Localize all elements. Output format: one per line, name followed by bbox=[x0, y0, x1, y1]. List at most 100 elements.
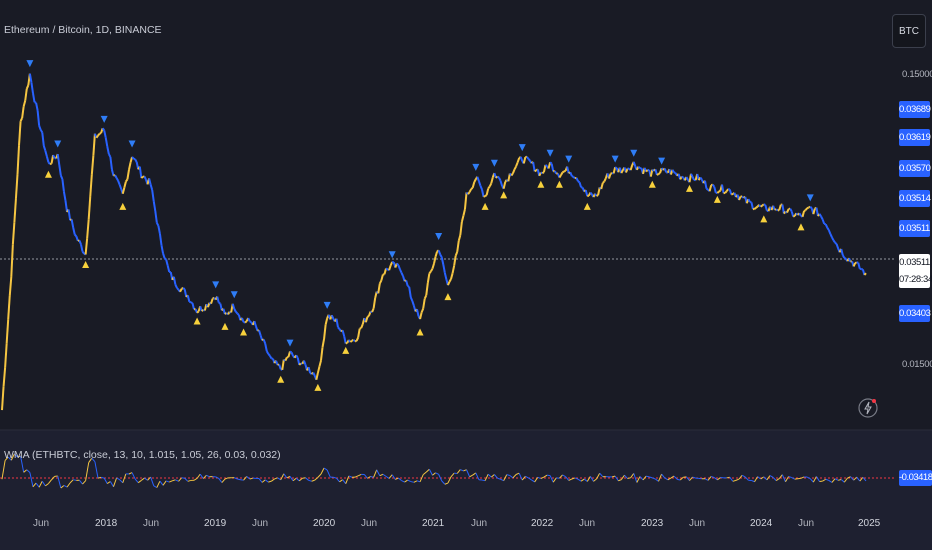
price-segment bbox=[42, 145, 47, 152]
price-segment bbox=[92, 133, 96, 156]
price-segment bbox=[235, 311, 239, 315]
indicator-segment bbox=[599, 472, 604, 478]
price-segment bbox=[741, 195, 745, 199]
indicator-segment bbox=[738, 474, 743, 480]
price-segment bbox=[459, 221, 463, 236]
price-segment bbox=[380, 274, 384, 281]
indicator-segment bbox=[534, 477, 539, 483]
price-segment bbox=[685, 176, 689, 181]
indicator-segment bbox=[246, 476, 251, 480]
price-segment bbox=[516, 157, 521, 163]
price-segment bbox=[772, 205, 776, 211]
price-segment bbox=[541, 171, 545, 174]
price-axis-label: 0.01500 bbox=[902, 359, 932, 370]
time-label: 2020 bbox=[313, 518, 336, 529]
currency-button[interactable]: BTC bbox=[892, 14, 926, 48]
indicator-segment bbox=[162, 480, 167, 486]
price-segment bbox=[125, 178, 129, 183]
indicator-segment bbox=[302, 477, 306, 479]
indicator-segment bbox=[137, 480, 142, 484]
price-segment bbox=[18, 121, 22, 146]
price-segment bbox=[385, 267, 388, 271]
time-label: Jun bbox=[471, 518, 488, 529]
indicator-segment bbox=[94, 461, 99, 479]
indicator-segment bbox=[283, 473, 288, 479]
indicator-segment bbox=[224, 477, 229, 480]
indicator-segment bbox=[243, 476, 248, 481]
indicator-segment bbox=[809, 478, 814, 483]
indicator-segment bbox=[630, 473, 635, 479]
indicator-segment bbox=[679, 476, 684, 481]
indicator-segment bbox=[713, 477, 718, 481]
indicator-segment bbox=[785, 476, 790, 483]
price-segment bbox=[341, 330, 346, 337]
indicator-segment bbox=[401, 480, 405, 483]
price-segment bbox=[360, 323, 364, 329]
price-segment bbox=[233, 308, 237, 313]
price-segment bbox=[21, 106, 25, 119]
indicator-segment bbox=[172, 479, 176, 482]
indicator-segment bbox=[667, 477, 672, 481]
indicator-segment bbox=[760, 476, 765, 480]
price-segment bbox=[691, 176, 696, 181]
price-segment bbox=[172, 276, 177, 285]
price-segment bbox=[258, 330, 262, 336]
indicator-segment bbox=[398, 477, 402, 481]
time-label: Jun bbox=[252, 518, 269, 529]
price-segment bbox=[79, 244, 84, 252]
price-segment bbox=[848, 257, 852, 263]
price-segment bbox=[495, 175, 499, 179]
price-segment bbox=[430, 268, 434, 272]
indicator-segment bbox=[838, 479, 842, 481]
indicator-segment bbox=[308, 479, 312, 482]
indicator-segment bbox=[215, 476, 220, 479]
buy-marker bbox=[193, 317, 201, 325]
indicator-segment bbox=[10, 453, 15, 461]
price-segment bbox=[309, 372, 313, 375]
buy-marker bbox=[240, 328, 248, 336]
price-segment bbox=[190, 301, 193, 304]
indicator-label[interactable]: WMA (ETHBTC, close, 13, 10, 1.015, 1.05,… bbox=[4, 449, 281, 461]
price-segment bbox=[123, 181, 127, 188]
price-segment bbox=[440, 257, 445, 265]
price-segment bbox=[58, 164, 62, 176]
price-segment bbox=[713, 186, 717, 194]
price-segment bbox=[247, 317, 251, 322]
price-segment bbox=[4, 343, 8, 368]
indicator-segment bbox=[428, 469, 433, 476]
price-series bbox=[1, 73, 867, 411]
marker-price-label: 0.03403 bbox=[899, 305, 931, 322]
price-segment bbox=[724, 190, 728, 194]
indicator-segment bbox=[772, 476, 777, 481]
price-segment bbox=[103, 130, 107, 138]
price-segment bbox=[189, 300, 192, 304]
indicator-segment bbox=[336, 477, 340, 483]
price-segment bbox=[705, 187, 709, 191]
bar-countdown: 07:28:34 bbox=[899, 274, 932, 285]
price-segment bbox=[522, 156, 527, 164]
price-segment bbox=[571, 175, 574, 178]
price-segment bbox=[115, 177, 120, 182]
price-segment bbox=[397, 264, 401, 270]
marker-price-label: 0.03514 bbox=[899, 190, 931, 207]
symbol-title[interactable]: Ethereum / Bitcoin, 1D, BINANCE bbox=[4, 24, 162, 36]
price-segment bbox=[81, 250, 85, 255]
price-segment bbox=[789, 208, 793, 212]
price-segment bbox=[808, 205, 811, 209]
indicator-segment bbox=[565, 476, 570, 481]
indicator-segment bbox=[751, 479, 755, 483]
price-segment bbox=[318, 360, 322, 367]
lightning-icon[interactable] bbox=[856, 396, 880, 420]
time-label: 2025 bbox=[858, 518, 881, 529]
price-segment bbox=[36, 110, 41, 126]
indicator-segment bbox=[333, 476, 337, 479]
price-segment bbox=[22, 100, 27, 107]
price-segment bbox=[44, 150, 48, 157]
price-segment bbox=[14, 174, 19, 199]
indicator-segment bbox=[847, 476, 851, 479]
price-segment bbox=[812, 208, 816, 215]
price-segment bbox=[140, 175, 144, 179]
indicator-segment bbox=[676, 478, 681, 481]
price-segment bbox=[827, 229, 832, 235]
